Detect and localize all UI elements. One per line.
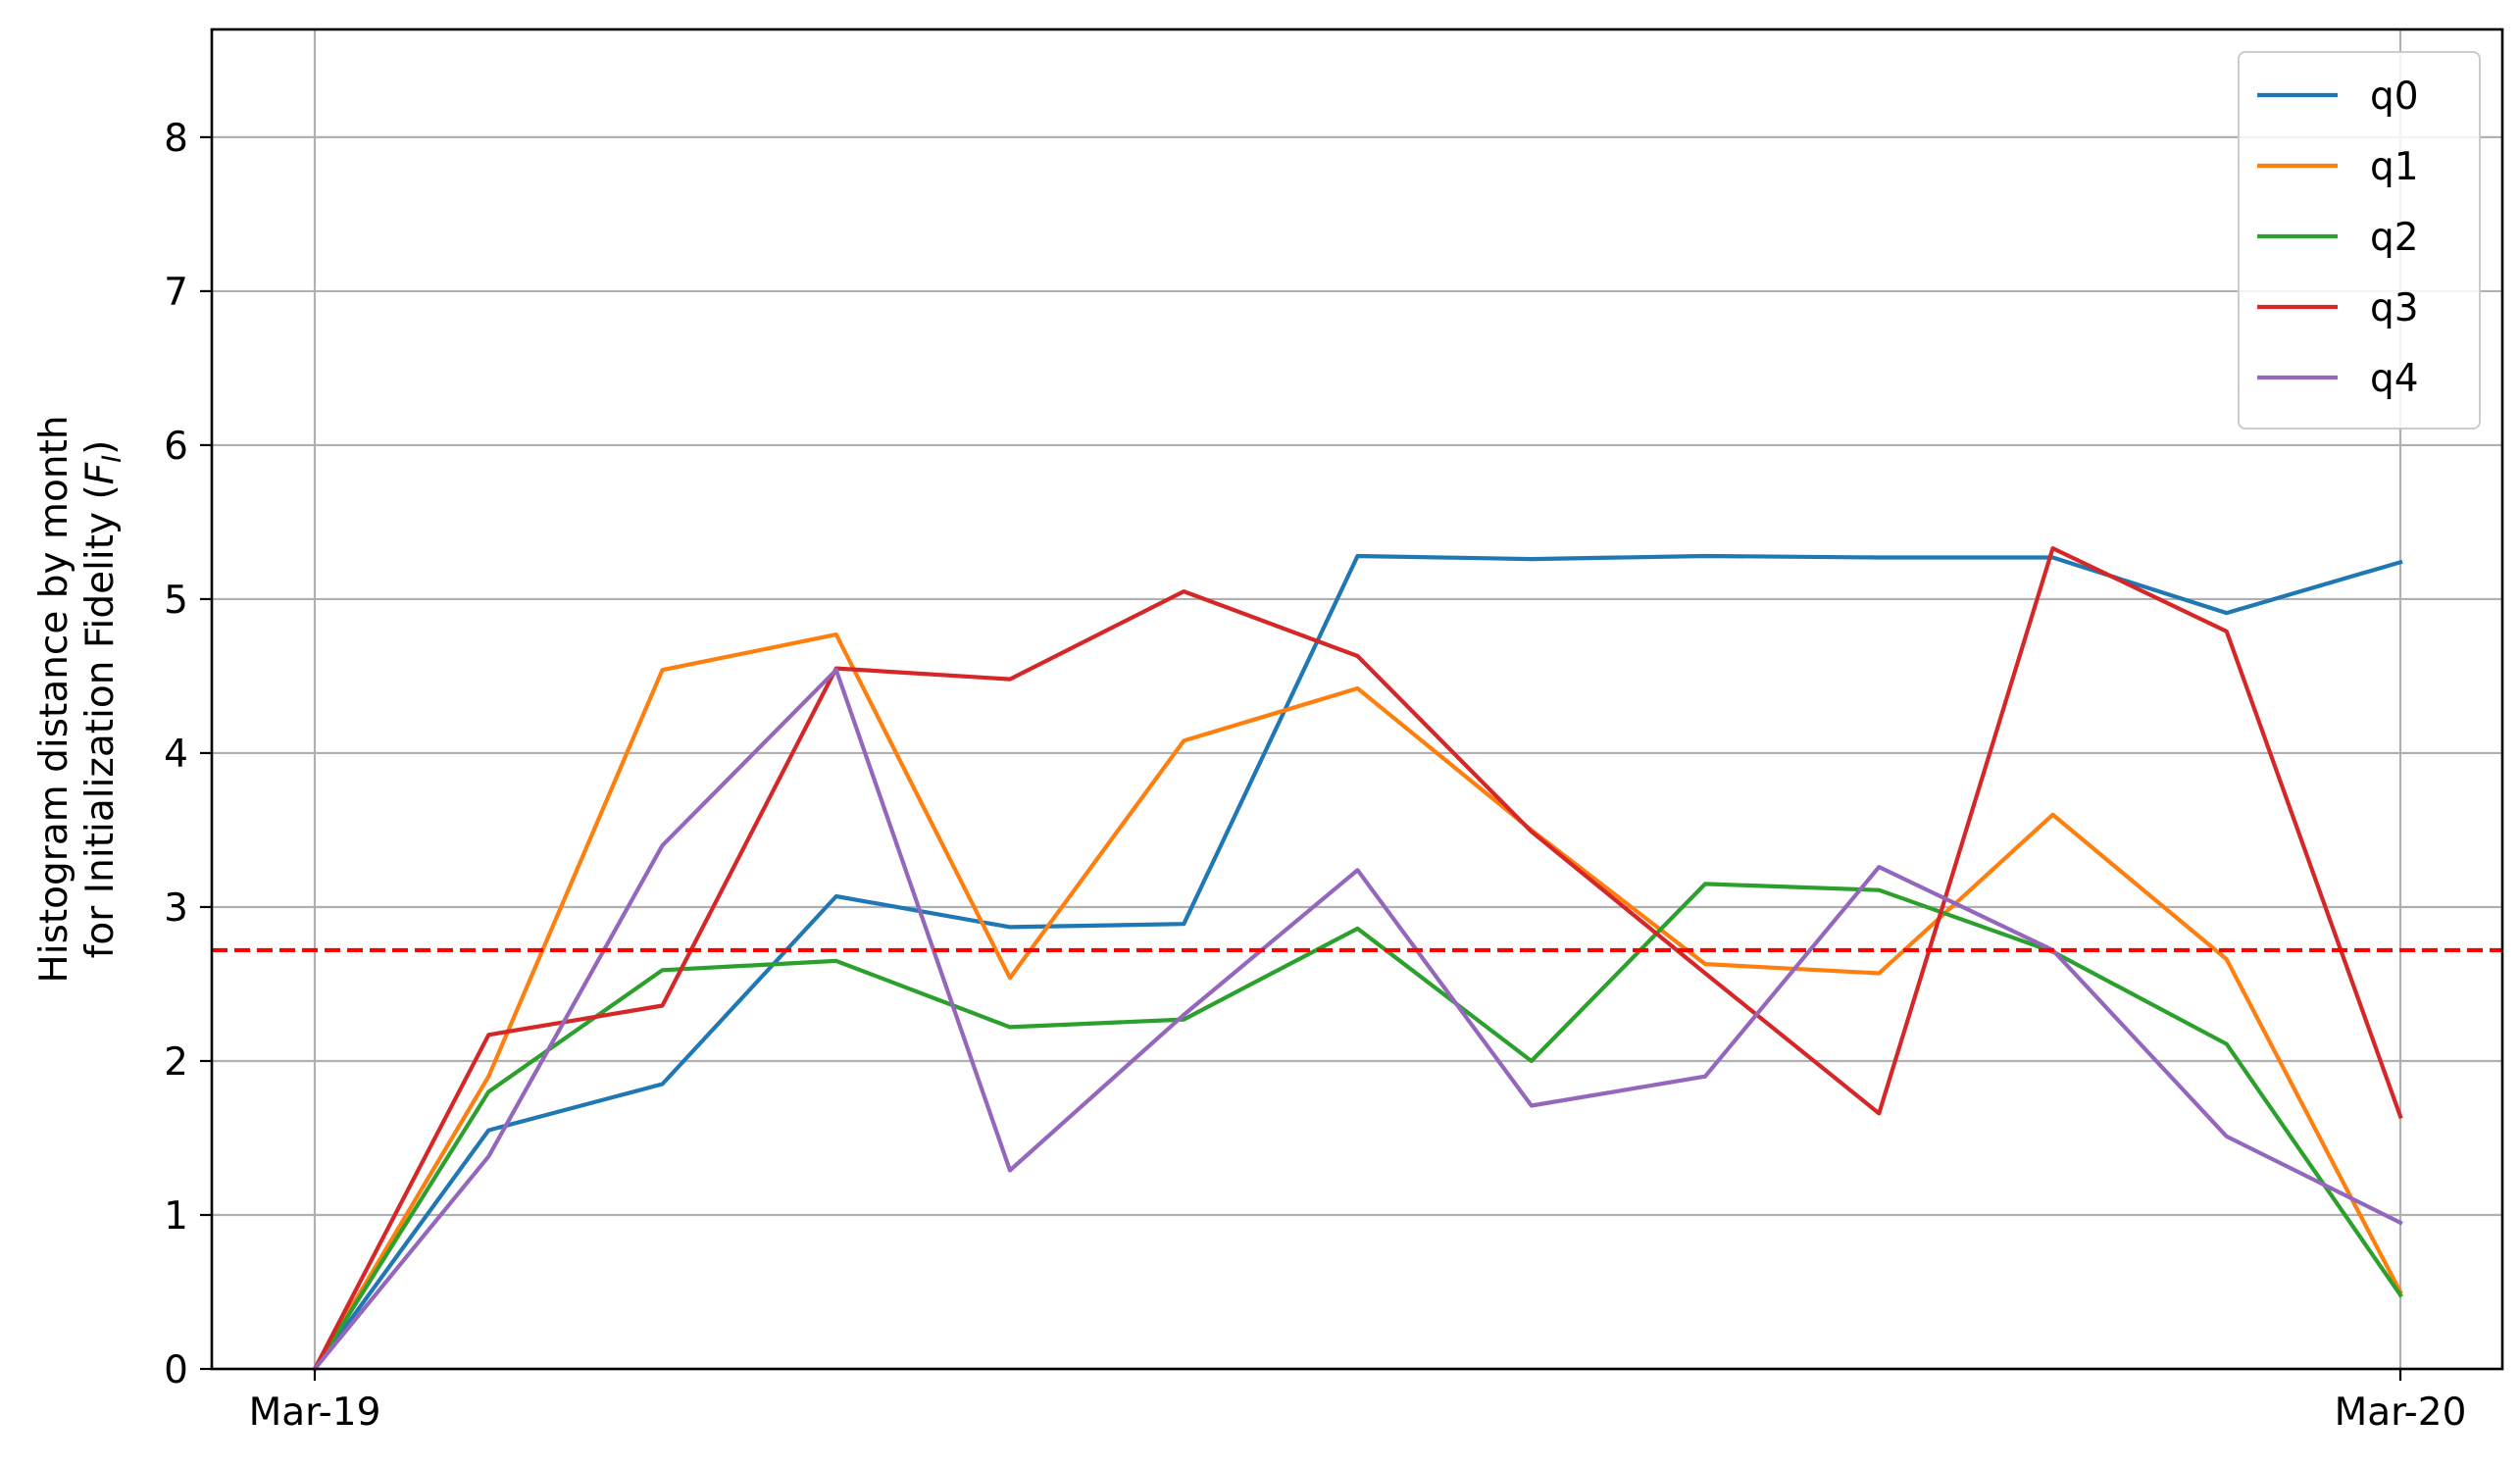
x-tick-label: Mar-20 [2335, 1391, 2467, 1435]
series-lines [212, 545, 2502, 1372]
y-tick-label: 3 [164, 886, 188, 931]
legend-label-q1: q1 [2370, 145, 2419, 189]
series-line-q3 [312, 545, 2403, 1372]
series-line-q0 [312, 553, 2403, 1372]
x-tick-label: Mar-19 [249, 1391, 381, 1435]
legend: q0 q1 q2 q3 q4 [2238, 51, 2481, 430]
y-axis-label-line1: Histogram distance by month [32, 415, 76, 983]
y-tick-label: 4 [164, 733, 188, 777]
y-tick-label: 8 [164, 117, 188, 161]
y-tick-label: 1 [164, 1194, 188, 1239]
legend-box [2238, 51, 2481, 430]
y-tick-label: 5 [164, 579, 188, 623]
y-tick-label: 7 [164, 271, 188, 315]
plot-frame [210, 27, 2504, 1371]
y-tick-label: 2 [164, 1040, 188, 1085]
legend-label-q4: q4 [2370, 357, 2419, 401]
y-tick-label: 6 [164, 425, 188, 469]
series-line-q1 [312, 632, 2403, 1372]
legend-label-q0: q0 [2370, 75, 2419, 119]
grid [212, 29, 2502, 1371]
legend-label-q2: q2 [2370, 216, 2419, 260]
legend-label-q3: q3 [2370, 286, 2419, 330]
y-axis-ticks: 0 1 2 3 4 5 6 7 8 [164, 117, 212, 1392]
x-axis-ticks: Mar-19 Mar-20 [249, 1369, 2467, 1435]
y-axis-label-line2: for Initialization Fidelity (FI) [78, 440, 127, 959]
y-tick-label: 0 [164, 1348, 188, 1392]
